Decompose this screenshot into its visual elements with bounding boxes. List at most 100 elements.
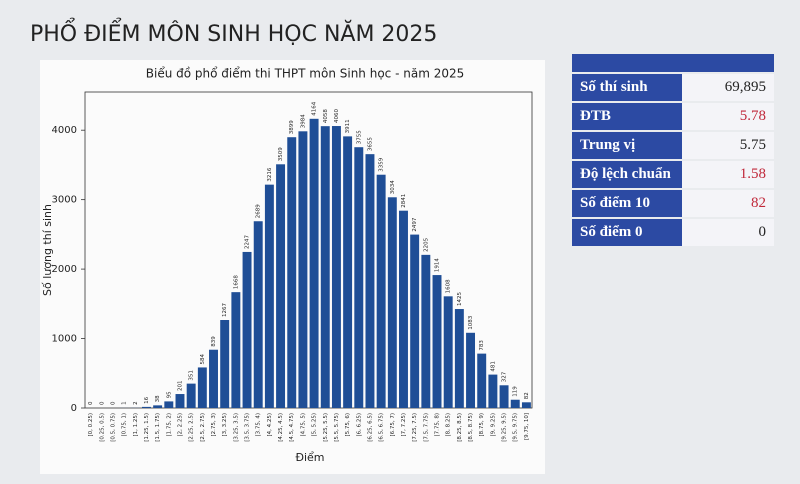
- bar: [421, 254, 431, 408]
- value-label: 351: [189, 370, 195, 381]
- x-tick-label: [1.75, 2): [166, 413, 172, 437]
- x-tick-label: [8.5, 8.75): [468, 413, 474, 442]
- bar: [287, 137, 297, 408]
- bar: [488, 374, 498, 408]
- bar: [164, 401, 174, 408]
- x-tick-label: [9, 9.25): [490, 413, 496, 437]
- header-row: [572, 54, 774, 72]
- stat-label: Số thí sinh: [572, 74, 682, 101]
- stat-value: 0: [682, 219, 774, 246]
- x-tick-label: [6.5, 6.75): [379, 413, 385, 442]
- bar: [231, 292, 241, 408]
- value-label: 2247: [245, 234, 251, 248]
- bar: [387, 197, 397, 408]
- value-label: 16: [144, 396, 150, 403]
- bar: [175, 394, 185, 408]
- x-tick-label: [4.25, 4.5): [278, 413, 284, 442]
- value-label: 4164: [312, 101, 318, 115]
- bar: [521, 402, 531, 408]
- bar: [499, 385, 509, 408]
- value-label: 839: [211, 336, 217, 347]
- x-tick-label: [7.25, 7.5): [412, 413, 418, 442]
- value-label: 327: [502, 371, 508, 382]
- x-tick-label: [4.5, 4.75): [289, 413, 295, 442]
- stat-value: 82: [682, 190, 774, 217]
- value-label: 3911: [345, 119, 351, 133]
- value-label: 0: [110, 401, 116, 405]
- stat-label: Độ lệch chuẩn: [572, 161, 682, 188]
- y-tick-label: 0: [71, 403, 77, 414]
- bar: [354, 147, 364, 408]
- value-label: 1608: [446, 279, 452, 293]
- chart: Biểu đồ phổ điểm thi THPT môn Sinh học -…: [40, 60, 545, 474]
- value-label: 0: [99, 401, 105, 405]
- x-tick-label: [8.25, 8.5): [457, 413, 463, 442]
- value-label: 2205: [423, 237, 429, 251]
- y-tick-label: 4000: [52, 125, 77, 136]
- bar: [197, 367, 207, 408]
- bar: [264, 184, 274, 408]
- x-tick-label: [2.75, 3): [211, 413, 217, 437]
- value-label: 1083: [468, 315, 474, 329]
- x-tick-label: [0.25, 0.5): [99, 413, 105, 442]
- x-tick-label: [2.25, 2.5): [189, 413, 195, 442]
- bar: [376, 174, 386, 408]
- x-tick-label: [9.75, 10]: [524, 413, 530, 440]
- y-axis-label: Số lượng thí sinh: [41, 204, 54, 296]
- x-tick-label: [5, 5.25): [312, 413, 318, 437]
- bar: [477, 353, 487, 408]
- x-axis-label: Điểm: [295, 451, 324, 464]
- bar: [510, 399, 520, 408]
- stat-label: Trung vị: [572, 132, 682, 159]
- value-label: 2: [133, 401, 139, 405]
- x-tick-label: [2.5, 2.75): [200, 413, 206, 442]
- value-label: 4060: [334, 109, 340, 123]
- value-label: 1914: [435, 258, 441, 272]
- stat-label: Số điểm 0: [572, 219, 682, 246]
- x-tick-label: [2, 2.25): [177, 413, 183, 437]
- x-tick-label: [6, 6.25): [356, 413, 362, 437]
- header-cell: [572, 54, 682, 72]
- x-tick-label: [4.75, 5): [300, 413, 306, 437]
- bar: [253, 221, 263, 408]
- y-tick-label: 2000: [52, 264, 77, 275]
- bar: [309, 118, 319, 408]
- x-tick-label: [7.75, 8): [435, 413, 441, 437]
- x-tick-label: [9.25, 9.5): [502, 413, 508, 442]
- bar: [466, 332, 476, 408]
- stat-value: 5.75: [682, 132, 774, 159]
- bar: [365, 154, 375, 408]
- value-label: 3755: [356, 130, 362, 144]
- bar: [343, 136, 353, 408]
- x-tick-label: [0.75, 1): [122, 413, 128, 437]
- y-tick-label: 3000: [52, 195, 77, 206]
- value-label: 3984: [300, 114, 306, 128]
- value-label: 4058: [323, 109, 329, 123]
- value-label: 95: [166, 391, 172, 398]
- x-tick-label: [3.25, 3.5): [233, 413, 239, 442]
- x-tick-label: [5.25, 5.5): [323, 413, 329, 442]
- x-tick-label: [1.5, 1.75): [155, 413, 161, 442]
- y-tick-label: 1000: [52, 334, 77, 345]
- value-label: 201: [177, 381, 183, 392]
- x-tick-label: [0.5, 0.75): [110, 413, 116, 442]
- value-label: 3899: [289, 120, 295, 134]
- bar: [432, 275, 442, 408]
- bar: [209, 349, 218, 408]
- stats-table: Số thí sinh 69,895 ĐTB 5.78 Trung vị 5.75 Đ…: [572, 52, 774, 248]
- bar: [220, 320, 230, 408]
- value-label: 2497: [412, 217, 418, 231]
- value-label: 3509: [278, 147, 284, 161]
- stat-value: 69,895: [682, 74, 774, 101]
- x-tick-label: [6.25, 6.5): [367, 413, 373, 442]
- value-label: 1425: [457, 292, 463, 306]
- x-tick-label: [5.75, 6): [345, 413, 351, 437]
- x-tick-label: [7.5, 7.75): [423, 413, 429, 442]
- bar: [410, 234, 420, 408]
- stat-label: Số điểm 10: [572, 190, 682, 217]
- x-tick-label: [9.5, 9.75): [513, 413, 519, 442]
- x-tick-label: [3, 3.25): [222, 413, 228, 437]
- value-label: 3359: [379, 157, 385, 171]
- x-tick-label: [3.5, 3.75): [245, 413, 251, 442]
- x-tick-label: [1.25, 1.5): [144, 413, 150, 442]
